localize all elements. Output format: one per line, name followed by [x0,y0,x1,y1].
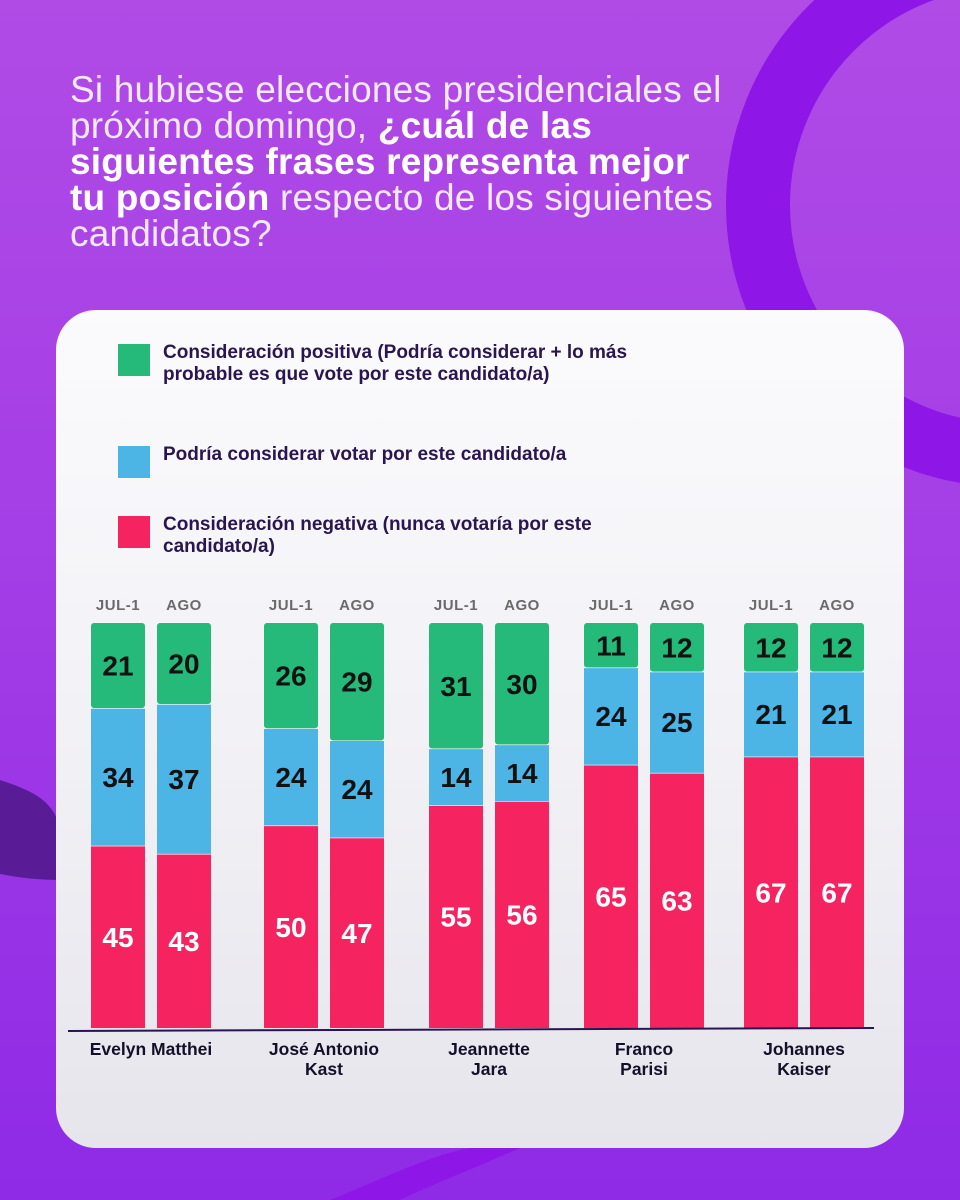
period-label-jeannette-jara-ago: AGO [504,597,540,614]
data-label-consider-jeannette-jara-jul-1: 14 [440,762,472,793]
legend-label-negative: Consideración negativa (nunca votaría po… [163,514,592,557]
candidate-name-johannes-kaiser: Johannes [763,1039,845,1059]
legend-item-positive: Consideración positiva (Podría considera… [118,342,683,386]
bar-segment-positive-jose-antonio-kast-ago [330,623,384,741]
legend-swatch-negative [118,516,150,548]
data-label-positive-jose-antonio-kast-ago: 29 [341,667,372,698]
bar-segment-positive-evelyn-matthei-ago [157,623,211,704]
data-label-negative-evelyn-matthei-jul-1: 45 [102,922,133,953]
bar-segment-consider-jeannette-jara-jul-1 [429,748,483,806]
data-label-negative-jeannette-jara-ago: 56 [506,900,537,931]
bar-segment-consider-evelyn-matthei-ago [157,704,211,854]
bar-segment-negative-evelyn-matthei-jul-1 [91,845,145,1028]
legend-swatch-positive [118,344,150,376]
bar-segment-consider-jeannette-jara-ago [495,744,549,802]
data-label-consider-franco-parisi-jul-1: 24 [595,701,627,732]
bar-segment-positive-jeannette-jara-ago [495,623,549,745]
data-label-negative-franco-parisi-jul-1: 65 [595,881,626,912]
candidate-name-jeannette-jara: Jeannette [448,1039,530,1059]
bar-segment-positive-franco-parisi-ago [650,623,704,672]
period-label-jose-antonio-kast-ago: AGO [339,597,375,614]
bar-segment-positive-jeannette-jara-jul-1 [429,623,483,749]
data-label-negative-jose-antonio-kast-jul-1: 50 [275,912,306,943]
legend-item-negative: Consideración negativa (nunca votaría po… [118,514,683,558]
bar-segment-negative-franco-parisi-ago [650,772,704,1028]
title-part-2: respecto de los siguientes candidatos? [70,177,714,254]
period-label-jose-antonio-kast-jul-1: JUL-1 [269,597,313,614]
data-label-consider-jose-antonio-kast-ago: 24 [341,774,373,805]
data-label-consider-jeannette-jara-ago: 14 [506,758,538,789]
bar-segment-positive-johannes-kaiser-jul-1 [744,623,798,672]
data-label-consider-evelyn-matthei-ago: 37 [168,764,199,795]
data-label-negative-franco-parisi-ago: 63 [661,885,692,916]
candidate-name-franco-parisi: Franco [615,1039,673,1059]
data-label-negative-evelyn-matthei-ago: 43 [168,926,199,957]
legend-label-positive: Consideración positiva (Podría considera… [163,342,628,385]
data-label-consider-johannes-kaiser-ago: 21 [821,699,852,730]
background-ring [726,0,960,483]
legend-label-consider: Podría considerar votar por este candida… [163,444,567,465]
data-label-positive-evelyn-matthei-jul-1: 21 [102,651,133,682]
x-axis-baseline [67,1027,875,1032]
data-label-consider-johannes-kaiser-jul-1: 21 [755,699,786,730]
bar-segment-negative-franco-parisi-jul-1 [584,764,638,1028]
data-label-positive-johannes-kaiser-jul-1: 12 [755,632,786,663]
data-label-positive-jose-antonio-kast-jul-1: 26 [275,661,306,692]
period-label-evelyn-matthei-ago: AGO [166,597,202,614]
bar-segment-positive-johannes-kaiser-ago [810,623,864,672]
data-label-positive-jeannette-jara-jul-1: 31 [440,671,471,702]
background-wave-bottom [330,1148,520,1200]
legend-swatch-consider [118,446,150,478]
period-label-johannes-kaiser-ago: AGO [819,597,855,614]
bar-segment-consider-jose-antonio-kast-jul-1 [264,728,318,826]
candidate-name-evelyn-matthei: Evelyn Matthei [90,1039,213,1059]
bar-segment-consider-franco-parisi-jul-1 [584,667,638,765]
data-label-positive-franco-parisi-ago: 12 [661,632,692,663]
title-bold-part: ¿cuál de las siguientes frases represent… [70,105,690,218]
bar-segment-negative-jose-antonio-kast-ago [330,837,384,1028]
candidate-name-franco-parisi: Parisi [620,1059,668,1079]
bar-segment-consider-johannes-kaiser-jul-1 [744,671,798,757]
bar-segment-negative-jeannette-jara-jul-1 [429,805,483,1028]
bar-segment-positive-jose-antonio-kast-jul-1 [264,623,318,729]
data-label-consider-jose-antonio-kast-jul-1: 24 [275,762,307,793]
candidate-name-johannes-kaiser: Kaiser [777,1059,831,1079]
data-label-consider-evelyn-matthei-jul-1: 34 [102,762,134,793]
bar-segment-negative-johannes-kaiser-ago [810,756,864,1028]
bar-segment-negative-johannes-kaiser-jul-1 [744,756,798,1028]
chart-card: Consideración positiva (Podría considera… [56,310,904,1148]
period-label-evelyn-matthei-jul-1: JUL-1 [96,597,140,614]
data-label-negative-jeannette-jara-jul-1: 55 [440,902,471,933]
bar-segment-consider-evelyn-matthei-jul-1 [91,708,145,846]
bar-segment-negative-jeannette-jara-ago [495,801,549,1028]
candidate-name-jose-antonio-kast: Kast [305,1059,343,1079]
data-label-negative-johannes-kaiser-ago: 67 [821,877,852,908]
data-label-consider-franco-parisi-ago: 25 [661,707,692,738]
candidate-name-jose-antonio-kast: José Antonio [269,1039,379,1059]
page-title: Si hubiese elecciones presidenciales el … [70,69,730,254]
data-label-positive-franco-parisi-jul-1: 11 [596,630,626,661]
legend-item-consider: Podría considerar votar por este candida… [118,444,683,478]
bar-segment-consider-franco-parisi-ago [650,671,704,773]
data-label-negative-jose-antonio-kast-ago: 47 [341,918,372,949]
data-label-negative-johannes-kaiser-jul-1: 67 [755,877,786,908]
period-label-johannes-kaiser-jul-1: JUL-1 [749,597,793,614]
bar-segment-positive-evelyn-matthei-jul-1 [91,623,145,709]
period-label-franco-parisi-jul-1: JUL-1 [589,597,633,614]
bar-segment-negative-evelyn-matthei-ago [157,853,211,1028]
stacked-bar-chart: 45 34 21 JUL-1 43 37 20 AGO Evelyn Matthei 50 24 26… [67,597,875,1079]
bar-segment-consider-jose-antonio-kast-ago [330,740,384,838]
data-label-positive-johannes-kaiser-ago: 12 [821,632,852,663]
data-label-positive-evelyn-matthei-ago: 20 [168,649,199,680]
period-label-jeannette-jara-jul-1: JUL-1 [434,597,478,614]
bar-segment-positive-franco-parisi-jul-1 [584,623,638,668]
title-part-1: Si hubiese elecciones presidenciales el … [70,69,722,146]
candidate-name-jeannette-jara: Jara [471,1059,507,1079]
data-label-positive-jeannette-jara-ago: 30 [506,669,537,700]
bar-segment-consider-johannes-kaiser-ago [810,671,864,757]
period-label-franco-parisi-ago: AGO [659,597,695,614]
bar-segment-negative-jose-antonio-kast-jul-1 [264,825,318,1028]
background-wave-left [0,780,60,880]
